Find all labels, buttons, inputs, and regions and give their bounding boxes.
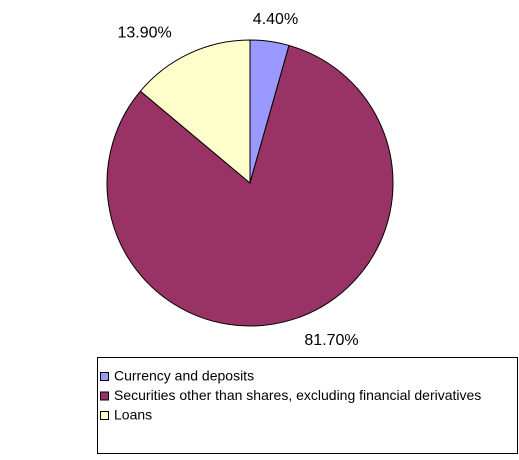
legend-label: Currency and deposits: [114, 368, 254, 384]
legend-label: Loans: [114, 407, 152, 423]
data-label: 81.70%: [304, 332, 358, 349]
data-label: 13.90%: [117, 25, 171, 42]
legend-swatch: [100, 391, 109, 401]
pie-slice: [106, 44, 394, 327]
legend-swatch: [100, 411, 109, 420]
data-label: 4.40%: [253, 11, 298, 28]
legend-box: [97, 357, 518, 454]
legend-swatch: [100, 372, 109, 381]
legend-label: Securities other than shares, excluding …: [114, 387, 481, 403]
pie-slice: [139, 39, 251, 185]
